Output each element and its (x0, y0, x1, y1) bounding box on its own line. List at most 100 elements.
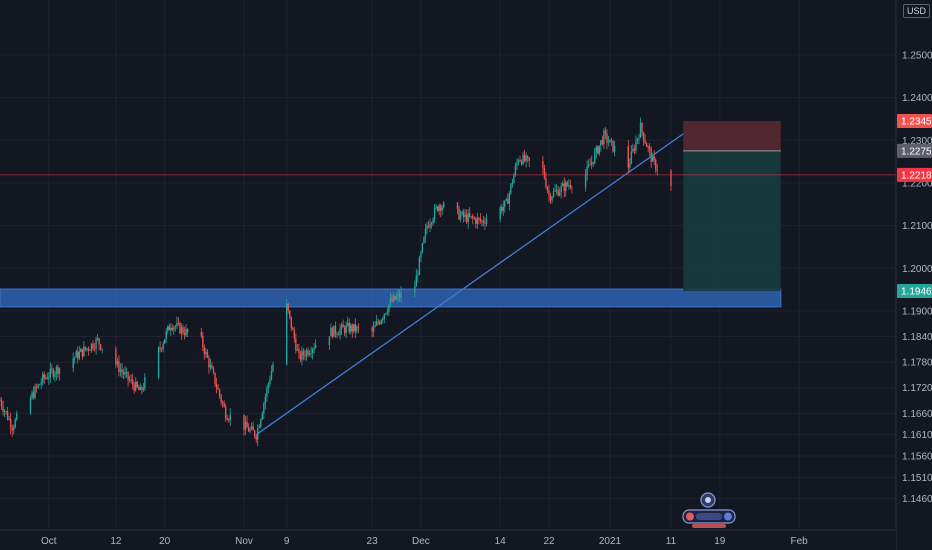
candle-up (267, 383, 270, 388)
candle-up (229, 414, 231, 421)
candle-down (206, 351, 209, 358)
candle-down (465, 214, 468, 223)
candle-up (603, 130, 605, 145)
candle-up (630, 151, 633, 164)
candle-up (591, 162, 593, 165)
candle-up (139, 386, 141, 391)
candle-down (501, 207, 503, 212)
candle-down (43, 374, 45, 379)
candle-down (548, 190, 550, 196)
time-axis-background[interactable] (0, 530, 896, 550)
candle-down (99, 344, 102, 350)
price-tick-label: 1.21000 (902, 221, 932, 232)
candle-up (261, 413, 263, 420)
candle-up (525, 155, 527, 161)
candle-down (334, 325, 337, 334)
take-profit-zone[interactable] (683, 150, 781, 292)
candle-up (517, 160, 520, 163)
candle-down (87, 348, 90, 351)
time-tick-label: 11 (666, 536, 677, 547)
candle-down (202, 335, 204, 348)
candle-down (182, 327, 184, 334)
candle-down (563, 183, 565, 192)
candle-down (645, 143, 648, 147)
candle-up (263, 403, 265, 414)
candle-up (124, 372, 126, 375)
entry-badge[interactable] (897, 143, 932, 158)
candles-layer (0, 117, 672, 447)
candle-down (436, 206, 439, 212)
trendline[interactable] (255, 133, 684, 436)
candle-down (475, 218, 477, 224)
price-tick-label: 1.17800 (902, 358, 932, 369)
candle-up (397, 293, 399, 297)
candle-down (462, 211, 465, 217)
candle-up (101, 348, 103, 350)
candle-down (292, 328, 294, 330)
candle-down (546, 187, 549, 191)
candle-up (90, 343, 93, 351)
candle-down (186, 329, 189, 333)
candle-down (642, 132, 645, 141)
candle-up (464, 214, 466, 217)
time-tick-label: 22 (543, 536, 555, 547)
candle-down (203, 347, 206, 355)
candle-up (313, 347, 315, 350)
candle-up (565, 182, 567, 192)
candle-down (252, 426, 254, 431)
candle-down (653, 156, 655, 160)
candle-down (520, 160, 523, 165)
candle-up (270, 371, 273, 380)
candle-down (571, 187, 573, 189)
candle-down (343, 327, 346, 333)
candle-down (484, 222, 486, 224)
candle-down (601, 140, 604, 145)
stop-loss-zone[interactable] (683, 121, 781, 151)
candle-up (613, 146, 616, 152)
candle-down (473, 218, 475, 220)
candle-down (348, 322, 350, 332)
candle-down (51, 368, 53, 371)
candle-up (209, 365, 212, 368)
candle-up (249, 428, 251, 432)
candle-up (13, 427, 15, 431)
candle-up (135, 381, 137, 391)
candle-up (438, 205, 440, 212)
candle-down (482, 220, 485, 223)
take-profit-badge[interactable] (897, 284, 932, 299)
candle-up (272, 364, 274, 372)
candle-down (299, 352, 302, 360)
candle-up (374, 325, 376, 328)
candle-down (115, 348, 117, 365)
candle-up (328, 336, 331, 345)
candle-up (72, 358, 74, 369)
candle-down (458, 208, 460, 220)
candle-up (350, 325, 352, 332)
currency-selector[interactable]: USD (903, 4, 931, 18)
candle-up (48, 377, 50, 379)
candle-down (295, 338, 297, 351)
candle-down (670, 170, 672, 186)
candle-up (638, 137, 640, 139)
candle-up (260, 419, 262, 427)
candle-up (74, 357, 76, 359)
lines-layer (0, 133, 896, 436)
stop-loss-badge[interactable] (897, 114, 932, 129)
candle-up (395, 296, 398, 300)
candle-up (157, 347, 160, 378)
candle-down (136, 381, 138, 387)
candle-down (131, 379, 134, 385)
candle-up (560, 185, 562, 193)
candle-down (0, 400, 1, 402)
candle-up (330, 327, 332, 337)
candle-down (253, 430, 256, 437)
candle-down (569, 185, 572, 188)
candle-down (427, 225, 430, 228)
candle-up (244, 421, 247, 430)
time-tick-label: Dec (412, 536, 430, 547)
current-price-badge[interactable] (897, 167, 932, 182)
price-axis-background[interactable] (896, 0, 932, 550)
candle-down (228, 419, 230, 421)
